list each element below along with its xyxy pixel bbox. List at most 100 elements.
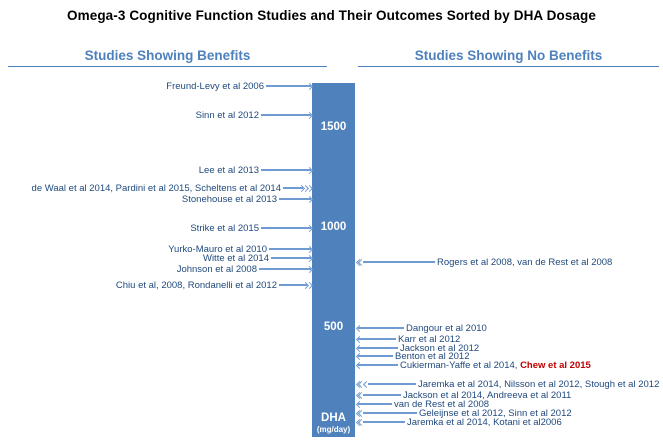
arrowhead-right-icon [305, 254, 314, 262]
arrowhead-right-icon [305, 224, 314, 232]
arrowhead-right-icon [305, 195, 314, 203]
study-label-highlight: Chew et al 2015 [520, 359, 591, 371]
arrow-line [266, 85, 311, 87]
axis-unit-label: DHA [321, 411, 346, 424]
axis-unit-block: DHA (mg/day) [312, 412, 355, 434]
arrow-line [259, 268, 311, 270]
study-label: Johnson et al 2008 [176, 263, 257, 275]
arrow-line [358, 403, 392, 405]
study-row: Benton et al 2012 [355, 350, 663, 362]
arrow-line [358, 347, 398, 349]
study-row: Johnson et al 2008 [0, 263, 314, 275]
arrow-line [279, 284, 307, 286]
study-row: Jaremka et al 2014, Nilsson et al 2012, … [355, 378, 663, 390]
arrow-line [363, 421, 405, 423]
study-label: Strike et al 2015 [190, 222, 259, 234]
left-section-header: Studies Showing Benefits [8, 48, 327, 67]
arrow-line [358, 338, 396, 340]
arrow-left-icon [355, 390, 401, 401]
arrow-right-icon [279, 194, 314, 205]
study-label: Jackson et al 2012 [400, 342, 480, 354]
arrow-left-icon [355, 399, 392, 410]
study-row: Yurko-Mauro et al 2010 [0, 243, 314, 255]
axis-unit-sublabel: (mg/day) [316, 424, 351, 434]
study-label: Dangour et al 2010 [406, 322, 487, 334]
arrow-line [261, 169, 311, 171]
arrow-line [363, 261, 435, 263]
study-label: Sinn et al 2012 [195, 109, 259, 121]
arrow-line [283, 187, 303, 189]
arrow-left-icon [355, 323, 404, 334]
study-label: Freund-Levy et al 2006 [166, 80, 264, 92]
arrowhead-left-icon [357, 418, 366, 426]
dha-dosage-axis-bar: 1500 1000 500 DHA (mg/day) [312, 83, 355, 437]
arrow-line [363, 412, 417, 414]
arrow-right-icon [279, 280, 314, 291]
study-row: Strike et al 2015 [0, 222, 314, 234]
arrowhead-left-icon [355, 361, 364, 369]
study-label: Geleijnse et al 2012, Sinn et al 2012 [419, 407, 572, 419]
study-row: Jaremka et al 2014, Kotani et al2006 [355, 417, 663, 428]
arrowhead-right-icon [305, 166, 314, 174]
left-section-header-label: Studies Showing Benefits [84, 48, 251, 63]
arrow-right-icon [271, 253, 314, 264]
axis-tick-label: 500 [323, 321, 344, 333]
study-row: Geleijnse et al 2012, Sinn et al 2012 [355, 407, 663, 419]
arrowhead-left-icon [355, 352, 364, 360]
arrow-line [368, 383, 416, 385]
arrow-left-icon [355, 360, 398, 371]
arrow-line [261, 227, 311, 229]
axis-tick-label: 1500 [320, 121, 347, 133]
study-label: Witte et al 2014 [202, 252, 269, 264]
arrow-right-icon [261, 165, 314, 176]
study-row: Lee et al 2013 [0, 164, 314, 176]
arrow-right-icon [266, 81, 314, 92]
chart-title: Omega-3 Cognitive Function Studies and T… [67, 8, 596, 23]
study-label: Karr et al 2012 [398, 333, 461, 345]
study-row: Rogers et al 2008, van de Rest et al 200… [355, 256, 663, 268]
study-label: Yurko-Mauro et al 2010 [168, 243, 267, 255]
study-row: Jackson et al 2012 [355, 342, 663, 354]
arrowhead-right-icon [305, 184, 314, 192]
study-row: Witte et al 2014 [0, 252, 314, 264]
arrow-left-icon [355, 408, 417, 419]
study-label: Benton et al 2012 [395, 350, 470, 362]
study-label: Lee et al 2013 [198, 164, 259, 176]
arrowhead-right-icon [305, 82, 314, 90]
arrow-left-icon [355, 351, 393, 362]
study-row: Karr et al 2012 [355, 333, 663, 345]
study-row: Sinn et al 2012 [0, 109, 314, 121]
arrow-left-icon [355, 379, 416, 390]
arrowhead-right-icon [305, 245, 314, 253]
arrowhead-right-icon [305, 111, 314, 119]
study-row: van de Rest et al 2008 [355, 399, 663, 410]
study-row: de Waal et al 2014, Pardini et al 2015, … [0, 182, 314, 194]
study-row: Freund-Levy et al 2006 [0, 80, 314, 92]
study-row: Jackson et al 2014, Andreeva et al 2011 [355, 389, 663, 401]
arrowhead-right-icon [305, 281, 314, 289]
arrow-right-icon [261, 110, 314, 121]
study-label: Cukierman-Yaffe et al 2014, Chew et al 2… [400, 359, 591, 371]
arrow-line [269, 248, 311, 250]
study-row: Stonehouse et al 2013 [0, 194, 314, 205]
arrow-line [358, 355, 393, 357]
arrowhead-left-icon [362, 380, 371, 388]
arrow-line [358, 364, 398, 366]
arrow-left-icon [355, 343, 398, 354]
axis-tick-label: 1000 [320, 221, 347, 233]
study-label: Jackson et al 2014, Andreeva et al 2011 [403, 389, 572, 401]
study-row: Chiu et al, 2008, Rondanelli et al 2012 [0, 280, 314, 291]
study-label: Jaremka et al 2014, Nilsson et al 2012, … [418, 378, 660, 390]
arrow-right-icon [261, 223, 314, 234]
arrowhead-left-icon [355, 324, 364, 332]
arrow-right-icon [269, 244, 314, 255]
arrow-line [358, 327, 404, 329]
arrow-line [279, 198, 311, 200]
arrow-left-icon [355, 334, 396, 345]
arrowhead-left-icon [357, 409, 366, 417]
arrow-left-icon [355, 417, 405, 428]
study-label: Rogers et al 2008, van de Rest et al 200… [437, 256, 613, 268]
study-label: de Waal et al 2014, Pardini et al 2015, … [31, 182, 281, 194]
arrow-right-icon [283, 183, 314, 194]
arrow-right-icon [259, 264, 314, 275]
